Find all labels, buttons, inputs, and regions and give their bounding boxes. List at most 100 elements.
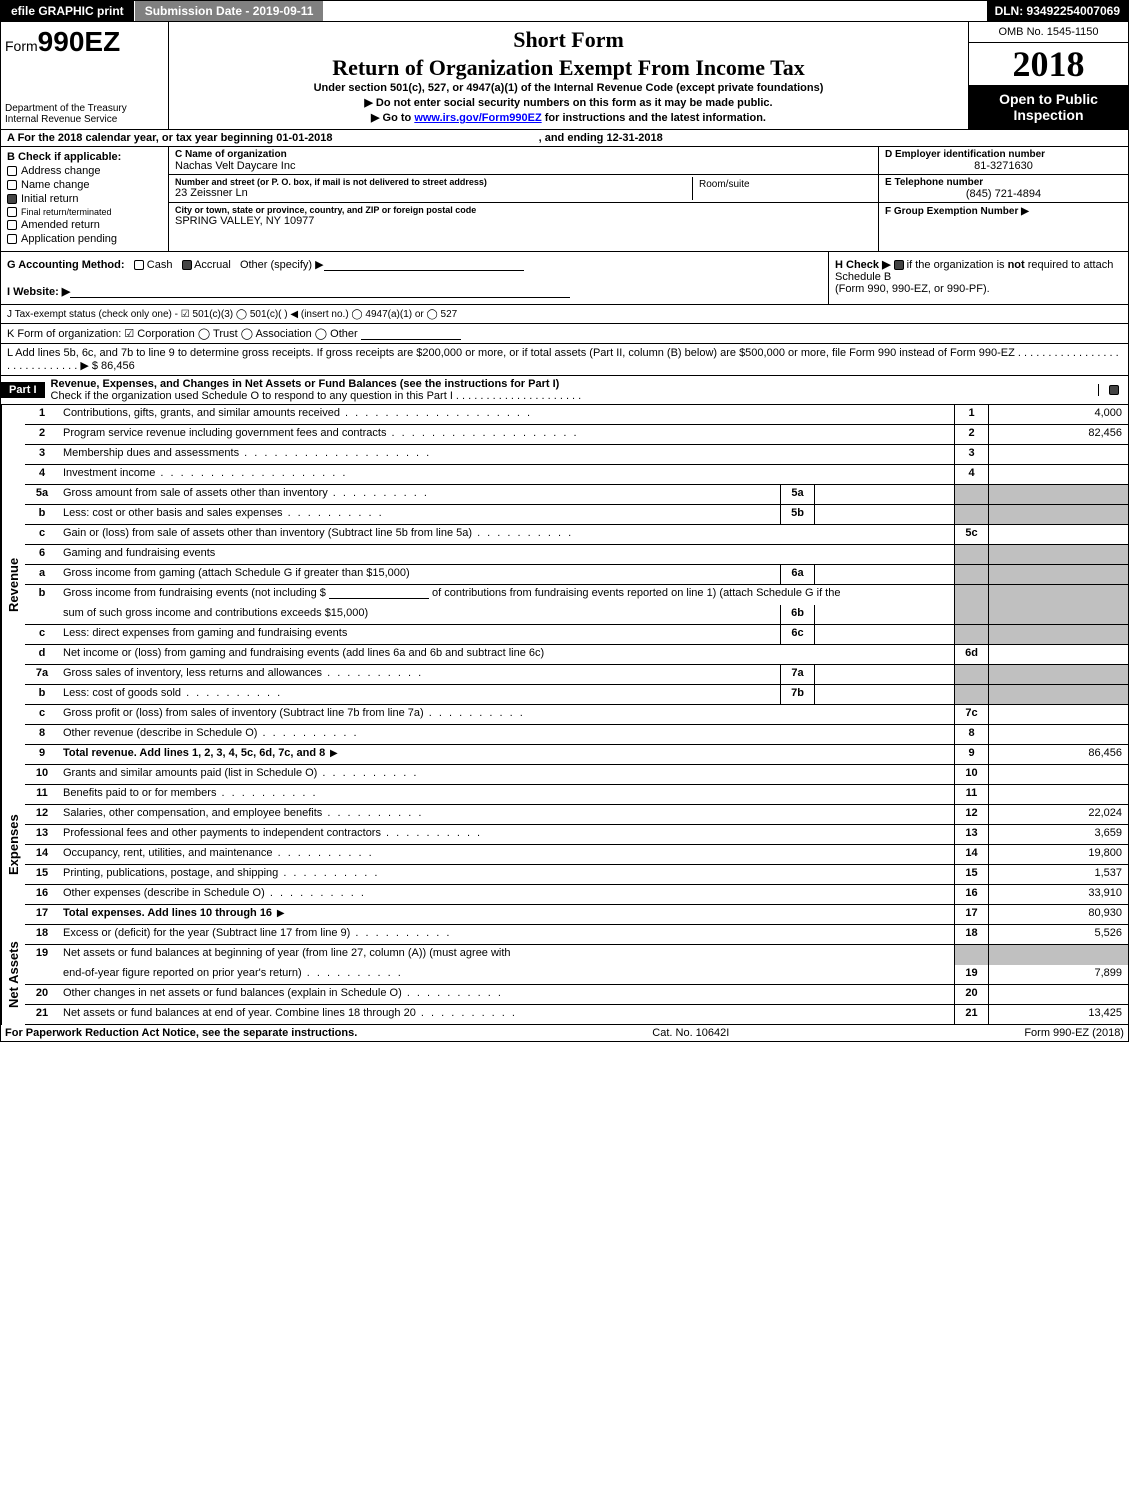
right-val: 22,024 <box>988 805 1128 824</box>
netassets-side-label: Net Assets <box>1 925 25 1025</box>
footer-right: Form 990-EZ (2018) <box>1024 1027 1124 1039</box>
checkbox-icon[interactable] <box>1109 385 1119 395</box>
right-no: 2 <box>954 425 988 444</box>
line-10: 10 Grants and similar amounts paid (list… <box>25 765 1128 785</box>
mid-no: 7b <box>780 685 814 704</box>
right-no: 5c <box>954 525 988 544</box>
line-6a: a Gross income from gaming (attach Sched… <box>25 565 1128 585</box>
form-header: Form990EZ Department of the Treasury Int… <box>0 22 1129 130</box>
efile-print-button[interactable]: efile GRAPHIC print <box>1 1 135 21</box>
right-no: 21 <box>954 1005 988 1024</box>
expenses-side-label: Expenses <box>1 765 25 925</box>
right-val <box>988 545 1128 564</box>
radio-icon[interactable] <box>182 260 192 270</box>
dln-label: DLN: 93492254007069 <box>987 1 1128 21</box>
subhead-2: ▶ Do not enter social security numbers o… <box>179 96 958 109</box>
section-B: B Check if applicable: Address change Na… <box>1 147 169 251</box>
line-no: 12 <box>25 805 59 824</box>
right-no: 1 <box>954 405 988 424</box>
right-no: 10 <box>954 765 988 784</box>
irs-link[interactable]: www.irs.gov/Form990EZ <box>414 112 541 124</box>
open-to-public: Open to Public Inspection <box>969 85 1128 129</box>
right-val <box>988 465 1128 484</box>
j-text: J Tax-exempt status (check only one) - ☑… <box>7 309 457 320</box>
mid-val <box>814 485 954 504</box>
chk-initial-return[interactable]: Initial return <box>7 193 162 205</box>
chk-label: Name change <box>21 179 90 191</box>
line-no: b <box>25 505 59 524</box>
row-A-mid: , and ending <box>539 132 607 144</box>
right-no <box>954 665 988 684</box>
right-val <box>988 605 1128 624</box>
right-no <box>954 625 988 644</box>
main-grid: Revenue 1 Contributions, gifts, grants, … <box>0 405 1129 1025</box>
chk-application-pending[interactable]: Application pending <box>7 233 162 245</box>
line-no: 21 <box>25 1005 59 1024</box>
ein-block: D Employer identification number 81-3271… <box>879 147 1128 175</box>
ein-value: 81-3271630 <box>885 160 1122 172</box>
line-6b-1: b Gross income from fundraising events (… <box>25 585 1128 605</box>
chk-final-return[interactable]: Final return/terminated <box>7 207 162 217</box>
g-label: G Accounting Method: <box>7 259 125 271</box>
checkbox-icon <box>7 207 17 217</box>
blank-line <box>324 259 524 271</box>
line-5c: c Gain or (loss) from sale of assets oth… <box>25 525 1128 545</box>
right-val <box>988 785 1128 804</box>
checkbox-icon <box>7 194 17 204</box>
h-label: H Check ▶ <box>835 259 891 271</box>
line-text: Gaming and fundraising events <box>59 545 954 564</box>
part1-title: Revenue, Expenses, and Changes in Net As… <box>51 378 1092 390</box>
line-text: Investment income <box>59 465 954 484</box>
line-text: Less: cost of goods sold <box>59 685 780 704</box>
line-text: Other expenses (describe in Schedule O) <box>59 885 954 904</box>
line-no: 9 <box>25 745 59 764</box>
line-8: 8 Other revenue (describe in Schedule O)… <box>25 725 1128 745</box>
chk-amended-return[interactable]: Amended return <box>7 219 162 231</box>
line-text: Gross profit or (loss) from sales of inv… <box>59 705 954 724</box>
line-12: 12 Salaries, other compensation, and emp… <box>25 805 1128 825</box>
right-no: 3 <box>954 445 988 464</box>
right-val: 7,899 <box>988 965 1128 984</box>
line-no: a <box>25 565 59 584</box>
chk-name-change[interactable]: Name change <box>7 179 162 191</box>
right-val <box>988 945 1128 965</box>
line-5a: 5a Gross amount from sale of assets othe… <box>25 485 1128 505</box>
row-L: L Add lines 5b, 6c, and 7b to line 9 to … <box>0 344 1129 376</box>
phone-label: E Telephone number <box>885 177 1122 188</box>
line-no: d <box>25 645 59 664</box>
chk-address-change[interactable]: Address change <box>7 165 162 177</box>
part1-header: Part I Revenue, Expenses, and Changes in… <box>0 376 1129 405</box>
line-no: 3 <box>25 445 59 464</box>
subhead-3-pre: ▶ Go to <box>371 112 414 124</box>
checkbox-icon[interactable] <box>894 260 904 270</box>
line-7b: b Less: cost of goods sold 7b <box>25 685 1128 705</box>
h-text3: (Form 990, 990-EZ, or 990-PF). <box>835 283 990 295</box>
row-H: H Check ▶ if the organization is not req… <box>828 252 1128 304</box>
line-text: Printing, publications, postage, and shi… <box>59 865 954 884</box>
line-7a: 7a Gross sales of inventory, less return… <box>25 665 1128 685</box>
phone-value: (845) 721-4894 <box>885 188 1122 200</box>
line-9: 9 Total revenue. Add lines 1, 2, 3, 4, 5… <box>25 745 1128 765</box>
radio-icon[interactable] <box>134 260 144 270</box>
chk-label: Address change <box>21 165 101 177</box>
top-bar: efile GRAPHIC print Submission Date - 20… <box>0 0 1129 22</box>
line-text: Salaries, other compensation, and employ… <box>59 805 954 824</box>
row-K: K Form of organization: ☑ Corporation ◯ … <box>0 324 1129 344</box>
checkbox-icon <box>7 234 17 244</box>
right-val: 1,537 <box>988 865 1128 884</box>
dept-treasury: Department of the Treasury <box>5 103 164 114</box>
blank-line <box>329 587 429 599</box>
line-text: end-of-year figure reported on prior yea… <box>59 965 954 984</box>
footer: For Paperwork Reduction Act Notice, see … <box>0 1025 1129 1042</box>
right-val: 4,000 <box>988 405 1128 424</box>
revenue-rows: 1 Contributions, gifts, grants, and simi… <box>25 405 1128 765</box>
chk-label: Initial return <box>21 193 78 205</box>
h-text1: if the organization is <box>907 259 1008 271</box>
right-val <box>988 585 1128 605</box>
row-GHI: G Accounting Method: Cash Accrual Other … <box>0 252 1129 305</box>
line-no: 5a <box>25 485 59 504</box>
footer-left: For Paperwork Reduction Act Notice, see … <box>5 1027 357 1039</box>
line-no: 13 <box>25 825 59 844</box>
open-line2: Inspection <box>971 107 1126 123</box>
blank-line <box>70 286 570 298</box>
